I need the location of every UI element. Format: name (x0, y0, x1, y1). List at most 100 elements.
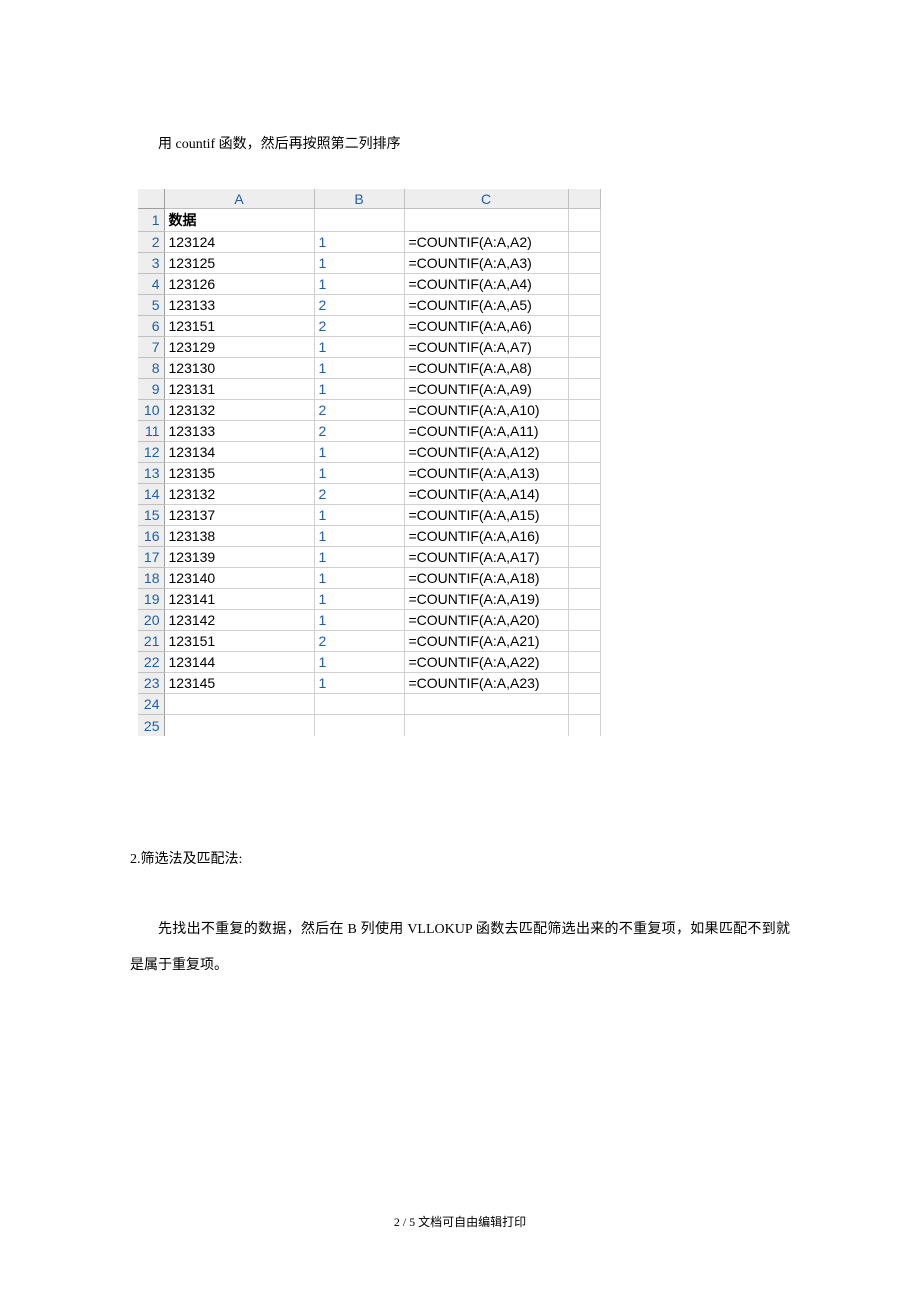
cell-b (314, 694, 404, 715)
cell-d (568, 274, 600, 295)
cell-a (164, 694, 314, 715)
table-row: 141231322=COUNTIF(A:A,A14) (138, 484, 600, 505)
cell-d (568, 715, 600, 736)
cell-d (568, 421, 600, 442)
table-row: 1数据 (138, 209, 600, 232)
cell-c: =COUNTIF(A:A,A5) (404, 295, 568, 316)
cell-d (568, 358, 600, 379)
cell-c: =COUNTIF(A:A,A10) (404, 400, 568, 421)
table-row: 121231341=COUNTIF(A:A,A12) (138, 442, 600, 463)
cell-a: 数据 (164, 209, 314, 232)
row-header: 8 (138, 358, 164, 379)
page-footer: 2 / 5 文档可自由编辑打印 (0, 1213, 920, 1230)
cell-a: 123126 (164, 274, 314, 295)
intro-text: 用 countif 函数，然后再按照第二列排序 (130, 130, 790, 161)
cell-d (568, 694, 600, 715)
cell-a: 123133 (164, 421, 314, 442)
cell-c: =COUNTIF(A:A,A18) (404, 568, 568, 589)
cell-c: =COUNTIF(A:A,A19) (404, 589, 568, 610)
section2-title: 2.筛选法及匹配法: (130, 846, 790, 874)
cell-b: 1 (314, 379, 404, 400)
row-header: 3 (138, 253, 164, 274)
cell-d (568, 379, 600, 400)
row-header: 7 (138, 337, 164, 358)
cell-a: 123138 (164, 526, 314, 547)
cell-c: =COUNTIF(A:A,A3) (404, 253, 568, 274)
cell-b: 2 (314, 316, 404, 337)
table-row: 31231251=COUNTIF(A:A,A3) (138, 253, 600, 274)
cell-c: =COUNTIF(A:A,A16) (404, 526, 568, 547)
table-row: 221231441=COUNTIF(A:A,A22) (138, 652, 600, 673)
cell-c: =COUNTIF(A:A,A2) (404, 232, 568, 253)
cell-b: 2 (314, 631, 404, 652)
table-row: 191231411=COUNTIF(A:A,A19) (138, 589, 600, 610)
cell-c: =COUNTIF(A:A,A15) (404, 505, 568, 526)
row-header: 1 (138, 209, 164, 232)
row-header: 10 (138, 400, 164, 421)
row-header: 5 (138, 295, 164, 316)
cell-a: 123137 (164, 505, 314, 526)
row-header: 16 (138, 526, 164, 547)
cell-b: 1 (314, 526, 404, 547)
cell-c: =COUNTIF(A:A,A13) (404, 463, 568, 484)
row-header: 9 (138, 379, 164, 400)
col-header-d (568, 189, 600, 209)
cell-c: =COUNTIF(A:A,A6) (404, 316, 568, 337)
cell-b (314, 715, 404, 736)
cell-a: 123140 (164, 568, 314, 589)
spreadsheet-table: A B C 1数据21231241=COUNTIF(A:A,A2)3123125… (138, 189, 601, 736)
cell-b: 2 (314, 295, 404, 316)
cell-a: 123131 (164, 379, 314, 400)
row-header: 17 (138, 547, 164, 568)
row-header: 11 (138, 421, 164, 442)
table-row: 41231261=COUNTIF(A:A,A4) (138, 274, 600, 295)
cell-b: 1 (314, 253, 404, 274)
row-header: 13 (138, 463, 164, 484)
cell-d (568, 442, 600, 463)
cell-b: 2 (314, 400, 404, 421)
row-header: 2 (138, 232, 164, 253)
table-row: 61231512=COUNTIF(A:A,A6) (138, 316, 600, 337)
table-row: 171231391=COUNTIF(A:A,A17) (138, 547, 600, 568)
row-header: 18 (138, 568, 164, 589)
table-row: 151231371=COUNTIF(A:A,A15) (138, 505, 600, 526)
cell-a: 123132 (164, 400, 314, 421)
cell-b: 1 (314, 463, 404, 484)
row-header: 20 (138, 610, 164, 631)
cell-c: =COUNTIF(A:A,A17) (404, 547, 568, 568)
cell-b: 1 (314, 337, 404, 358)
cell-b: 1 (314, 442, 404, 463)
cell-c: =COUNTIF(A:A,A12) (404, 442, 568, 463)
cell-a: 123141 (164, 589, 314, 610)
row-header: 22 (138, 652, 164, 673)
cell-c: =COUNTIF(A:A,A8) (404, 358, 568, 379)
cell-d (568, 505, 600, 526)
cell-c: =COUNTIF(A:A,A11) (404, 421, 568, 442)
cell-b: 2 (314, 421, 404, 442)
cell-d (568, 463, 600, 484)
cell-b (314, 209, 404, 232)
cell-d (568, 295, 600, 316)
cell-b: 1 (314, 505, 404, 526)
cell-b: 1 (314, 652, 404, 673)
cell-c: =COUNTIF(A:A,A4) (404, 274, 568, 295)
spreadsheet-screenshot: A B C 1数据21231241=COUNTIF(A:A,A2)3123125… (138, 189, 790, 736)
cell-a: 123151 (164, 631, 314, 652)
cell-c (404, 715, 568, 736)
cell-d (568, 589, 600, 610)
table-row: 71231291=COUNTIF(A:A,A7) (138, 337, 600, 358)
cell-a (164, 715, 314, 736)
cell-d (568, 232, 600, 253)
col-header-b: B (314, 189, 404, 209)
cell-a: 123132 (164, 484, 314, 505)
cell-c: =COUNTIF(A:A,A14) (404, 484, 568, 505)
cell-d (568, 652, 600, 673)
table-row: 21231241=COUNTIF(A:A,A2) (138, 232, 600, 253)
table-row: 91231311=COUNTIF(A:A,A9) (138, 379, 600, 400)
table-row: 131231351=COUNTIF(A:A,A13) (138, 463, 600, 484)
table-row: 161231381=COUNTIF(A:A,A16) (138, 526, 600, 547)
cell-d (568, 209, 600, 232)
cell-d (568, 316, 600, 337)
cell-c: =COUNTIF(A:A,A22) (404, 652, 568, 673)
row-header: 12 (138, 442, 164, 463)
